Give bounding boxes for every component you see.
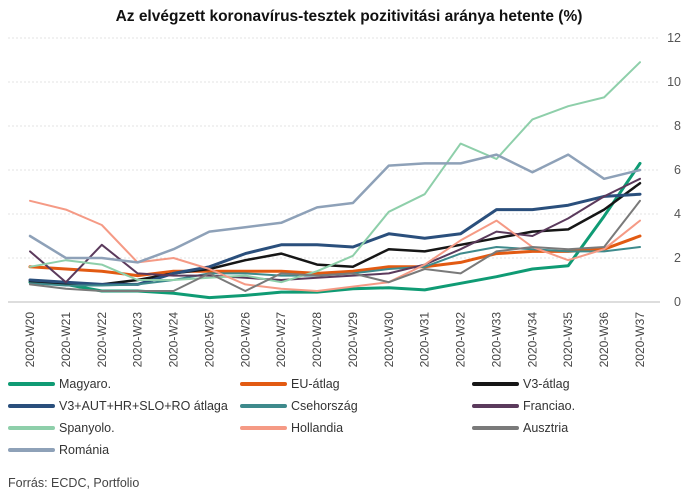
x-tick-label: 2020-W34 [525,312,539,368]
chart-title: Az elvégzett koronavírus-tesztek pozitiv… [115,8,583,25]
x-tick-label: 2020-W30 [382,312,396,368]
x-tick-label: 2020-W21 [59,312,73,368]
series-line-eu-átlag [28,234,642,278]
y-tick-label: 0 [674,295,681,309]
x-tick-label: 2020-W22 [95,312,109,368]
y-tick-label: 2 [674,251,681,265]
x-tick-label: 2020-W24 [167,312,181,368]
y-tick-label: 6 [674,163,681,177]
series-line-ausztria [29,199,641,292]
x-tick-label: 2020-W27 [274,312,288,368]
x-tick-label: 2020-W23 [131,312,145,368]
x-tick-label: 2020-W25 [202,312,216,368]
y-tick-label: 8 [674,119,681,133]
x-tick-label: 2020-W35 [561,312,575,368]
series-line-v3-átlag [28,181,642,286]
y-axis: 0 2 4 6 8 10 12 [667,31,681,309]
y-tick-label: 12 [667,31,681,45]
series-lines [28,61,642,300]
x-tick-label: 2020-W36 [597,312,611,368]
x-tick-label: 2020-W29 [346,312,360,368]
series-line-spanyolo- [29,61,641,284]
series-line-hollandia [29,199,641,292]
x-axis: 2020-W20 2020-W21 2020-W22 2020-W23 2020-W24… [23,312,647,368]
gridlines [8,37,660,303]
y-tick-label: 4 [674,207,681,221]
x-tick-label: 2020-W32 [454,312,468,368]
x-tick-label: 2020-W20 [23,312,37,368]
x-tick-label: 2020-W37 [633,312,647,368]
x-tick-label: 2020-W28 [310,312,324,368]
series-line-románia [28,153,642,264]
source-note: Forrás: ECDC, Portfolio [8,476,140,490]
y-tick-label: 10 [667,75,681,89]
x-tick-label: 2020-W31 [418,312,432,368]
series-line-franciao- [29,177,641,284]
x-tick-label: 2020-W26 [238,312,252,368]
x-tick-label: 2020-W33 [489,312,503,368]
